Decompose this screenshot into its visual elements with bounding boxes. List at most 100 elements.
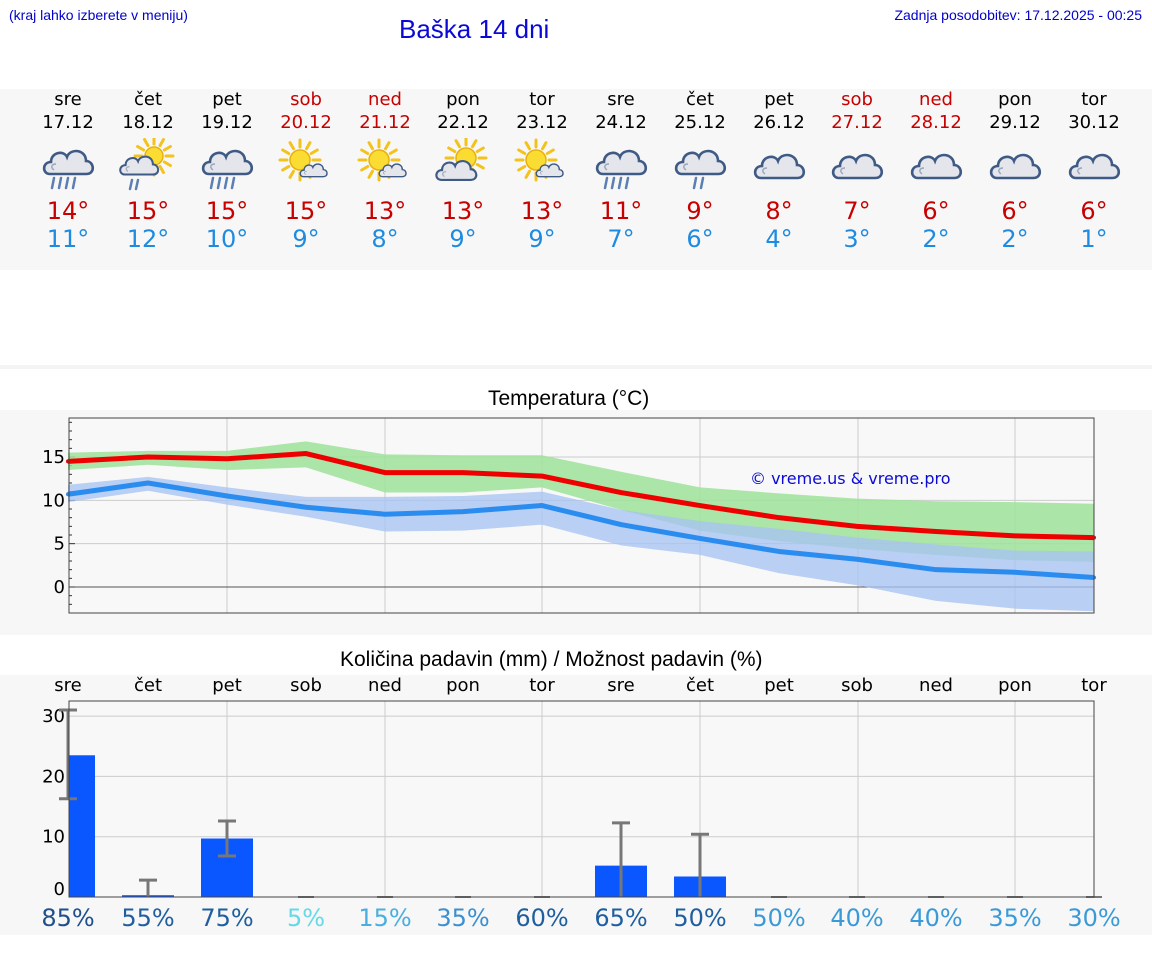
last-update: Zadnja posodobitev: 17.12.2025 - 00:25: [894, 7, 1142, 23]
precip-probability: 40%: [909, 904, 963, 932]
day-name: pet: [764, 89, 794, 110]
max-temp: 15°: [126, 197, 170, 225]
precip-probability: 50%: [673, 904, 727, 932]
day-date: 28.12: [910, 112, 962, 133]
precip-probability: 50%: [752, 904, 806, 932]
min-temp: 7°: [607, 225, 635, 253]
max-temp: 15°: [205, 197, 249, 225]
precip-day-label: pon: [998, 675, 1032, 696]
day-name: pet: [212, 89, 242, 110]
precip-day-label: sob: [841, 675, 873, 696]
sun-small-cloud-icon: [512, 138, 572, 196]
precip-probability: 5%: [286, 904, 326, 932]
sun-small-cloud-icon: [355, 138, 415, 196]
day-date: 29.12: [989, 112, 1041, 133]
day-name: sre: [54, 89, 82, 110]
precip-day-label: čet: [685, 675, 715, 696]
min-temp: 3°: [843, 225, 871, 253]
max-temp: 14°: [46, 197, 90, 225]
max-temp: 7°: [843, 197, 871, 225]
max-temp: 13°: [363, 197, 407, 225]
max-temp: 11°: [599, 197, 643, 225]
min-temp: 2°: [1001, 225, 1029, 253]
day-date: 19.12: [201, 112, 253, 133]
min-temp: 6°: [686, 225, 714, 253]
min-temp: 8°: [371, 225, 399, 253]
cloud-rain-icon: [591, 138, 651, 196]
temperature-title: Temperatura (°C): [488, 387, 650, 410]
max-temp: 15°: [284, 197, 328, 225]
min-temp: 4°: [765, 225, 793, 253]
min-temp: 1°: [1080, 225, 1108, 253]
precip-probability: 55%: [121, 904, 175, 932]
day-date: 23.12: [516, 112, 568, 133]
precipitation-panel: [0, 675, 1152, 935]
forecast-strip: [0, 89, 1152, 270]
precip-probability: 40%: [830, 904, 884, 932]
precip-probability: 30%: [1067, 904, 1121, 932]
cloud-icon: [985, 138, 1045, 196]
cloud-icon: [1064, 138, 1124, 196]
divider: [0, 365, 1152, 369]
sun-cloud-icon: [433, 136, 493, 196]
precip-day-label: čet: [133, 675, 163, 696]
day-date: 20.12: [280, 112, 332, 133]
cloud-icon: [749, 138, 809, 196]
precip-day-label: sre: [54, 675, 82, 696]
max-temp: 6°: [1080, 197, 1108, 225]
cloud-icon: [827, 138, 887, 196]
cloud-icon: [906, 138, 966, 196]
day-name: tor: [1081, 89, 1107, 110]
min-temp: 12°: [126, 225, 170, 253]
cloud-drizzle-icon: [670, 138, 730, 196]
max-temp: 6°: [1001, 197, 1029, 225]
day-name: sob: [290, 89, 322, 110]
day-name: tor: [529, 89, 555, 110]
day-date: 24.12: [595, 112, 647, 133]
precip-day-label: tor: [1081, 675, 1107, 696]
precip-day-label: ned: [919, 675, 953, 696]
precip-day-label: pet: [764, 675, 794, 696]
cloud-rain-icon: [197, 138, 257, 196]
max-temp: 6°: [922, 197, 950, 225]
min-temp: 10°: [205, 225, 249, 253]
day-date: 25.12: [674, 112, 726, 133]
cloud-rain-icon: [38, 138, 98, 196]
precip-day-label: sob: [290, 675, 322, 696]
day-date: 26.12: [753, 112, 805, 133]
precip-probability: 15%: [358, 904, 412, 932]
sun-cloud-drizzle-icon: [118, 135, 178, 196]
day-name: sob: [841, 89, 873, 110]
day-date: 30.12: [1068, 112, 1120, 133]
precip-probability: 65%: [594, 904, 648, 932]
precip-day-label: ned: [368, 675, 402, 696]
day-name: sre: [607, 89, 635, 110]
location-hint: (kraj lahko izberete v meniju): [9, 7, 188, 23]
min-temp: 2°: [922, 225, 950, 253]
day-date: 17.12: [42, 112, 94, 133]
page-title: Baška 14 dni: [399, 14, 550, 44]
precip-probability: 35%: [436, 904, 490, 932]
precip-day-label: pon: [446, 675, 480, 696]
day-name: čet: [133, 89, 163, 110]
day-name: pon: [446, 89, 480, 110]
min-temp: 9°: [528, 225, 556, 253]
max-temp: 8°: [765, 197, 793, 225]
day-date: 18.12: [122, 112, 174, 133]
precip-day-label: tor: [529, 675, 555, 696]
precipitation-title: Količina padavin (mm) / Možnost padavin …: [340, 648, 763, 671]
min-temp: 9°: [292, 225, 320, 253]
min-temp: 11°: [46, 225, 90, 253]
precip-probability: 75%: [200, 904, 254, 932]
day-name: ned: [919, 89, 953, 110]
precip-probability: 60%: [515, 904, 569, 932]
temperature-panel: [0, 410, 1152, 635]
max-temp: 13°: [441, 197, 485, 225]
day-name: ned: [368, 89, 402, 110]
day-name: čet: [685, 89, 715, 110]
precip-probability: 35%: [988, 904, 1042, 932]
day-date: 27.12: [831, 112, 883, 133]
max-temp: 13°: [520, 197, 564, 225]
day-name: pon: [998, 89, 1032, 110]
sun-small-cloud-icon: [276, 138, 336, 196]
